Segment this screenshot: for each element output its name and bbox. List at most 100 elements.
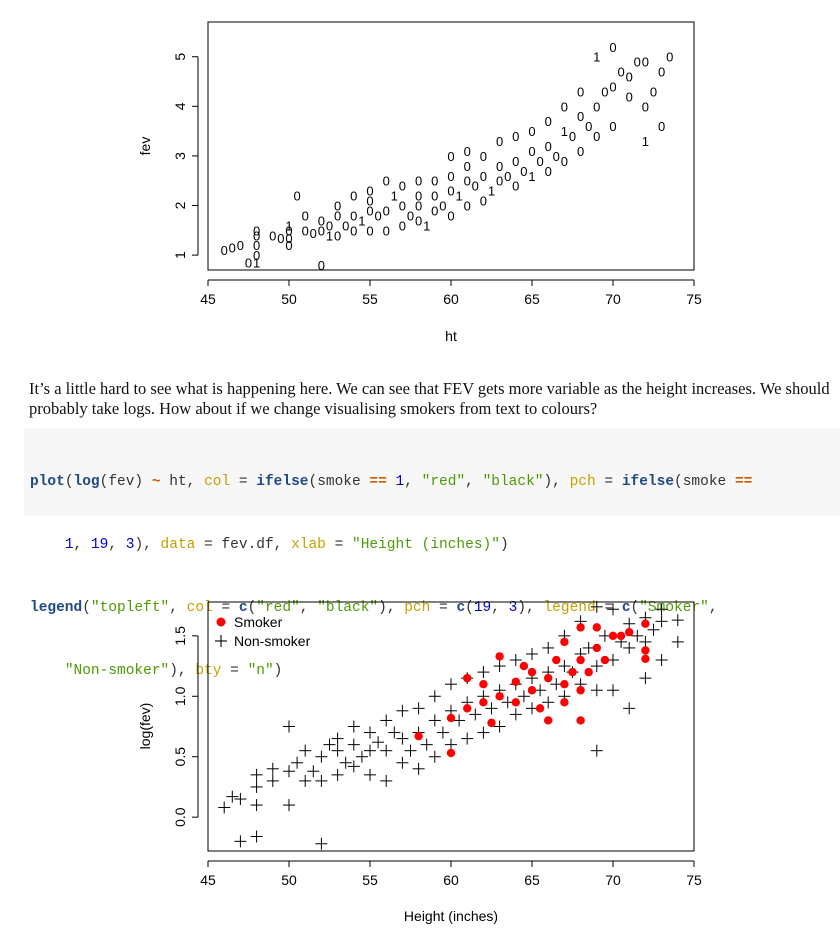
plot2-points bbox=[218, 600, 684, 850]
y-tick-label: 5 bbox=[172, 53, 188, 61]
smoker-point bbox=[544, 673, 553, 683]
point-marker: 1 bbox=[391, 189, 398, 204]
point-marker: 0 bbox=[504, 169, 511, 184]
point-marker: 1 bbox=[488, 184, 495, 199]
point-marker: 0 bbox=[642, 55, 649, 70]
point-marker: 0 bbox=[577, 109, 584, 124]
point-marker: 0 bbox=[383, 223, 390, 238]
non-smoker-point bbox=[347, 720, 360, 733]
legend-smoker-label: Smoker bbox=[234, 614, 283, 630]
smoker-point bbox=[641, 646, 650, 655]
non-smoker-point bbox=[307, 765, 320, 778]
non-smoker-point bbox=[315, 774, 328, 787]
point-marker: 0 bbox=[415, 174, 422, 189]
smoker-point bbox=[511, 677, 520, 686]
point-marker: 0 bbox=[496, 174, 503, 189]
x-tick-label: 45 bbox=[200, 872, 216, 888]
non-smoker-point bbox=[469, 708, 482, 721]
point-marker: 1 bbox=[423, 218, 430, 233]
point-marker: 0 bbox=[237, 238, 244, 253]
point-marker: 0 bbox=[617, 65, 624, 80]
y-tick-label: 0.0 bbox=[172, 807, 188, 827]
point-marker: 0 bbox=[609, 119, 616, 134]
plot1-y-axis: 1 2 3 4 5 bbox=[172, 53, 199, 259]
point-marker: 0 bbox=[472, 179, 479, 194]
y-tick-label: 1 bbox=[172, 251, 188, 259]
point-marker: 0 bbox=[366, 184, 373, 199]
non-smoker-point bbox=[420, 738, 433, 751]
point-marker: 0 bbox=[577, 144, 584, 159]
plot2-legend: Smoker Non-smoker bbox=[215, 614, 311, 649]
point-marker: 0 bbox=[415, 189, 422, 204]
non-smoker-point bbox=[315, 837, 328, 850]
point-marker: 1 bbox=[561, 124, 568, 139]
non-smoker-point bbox=[234, 835, 247, 848]
point-marker: 0 bbox=[545, 139, 552, 154]
point-marker: 0 bbox=[528, 144, 535, 159]
non-smoker-point bbox=[388, 726, 401, 739]
point-marker: 0 bbox=[626, 70, 633, 85]
point-marker: 0 bbox=[366, 223, 373, 238]
non-smoker-point bbox=[542, 696, 555, 709]
non-smoker-point bbox=[331, 744, 344, 757]
non-smoker-point bbox=[493, 660, 506, 673]
y-tick-label: 4 bbox=[172, 102, 188, 110]
point-marker: 0 bbox=[528, 124, 535, 139]
point-marker: 0 bbox=[593, 129, 600, 144]
non-smoker-point bbox=[436, 726, 449, 739]
smoker-point bbox=[600, 655, 610, 665]
non-smoker-point bbox=[542, 641, 555, 654]
smoker-point bbox=[527, 667, 537, 677]
smoker-point bbox=[479, 679, 488, 689]
smoker-point bbox=[592, 643, 601, 653]
plot2-x-label: Height (inches) bbox=[404, 908, 498, 924]
point-marker: 0 bbox=[310, 226, 317, 241]
non-smoker-point bbox=[250, 799, 263, 812]
x-tick-label: 55 bbox=[362, 291, 378, 307]
point-marker: 0 bbox=[480, 149, 487, 164]
smoker-point bbox=[479, 698, 488, 707]
non-smoker-point bbox=[331, 732, 344, 745]
non-smoker-point bbox=[396, 704, 409, 717]
non-smoker-point bbox=[477, 726, 490, 739]
non-smoker-point bbox=[477, 666, 490, 679]
code-line-1: plot(log(fev) ~ ht, col = ifelse(smoke =… bbox=[30, 474, 753, 490]
point-marker: 0 bbox=[302, 208, 309, 223]
non-smoker-point bbox=[412, 702, 425, 715]
r-code-chunk: plot(log(fev) ~ ht, col = ifelse(smoke =… bbox=[24, 428, 840, 679]
non-smoker-point bbox=[250, 780, 263, 793]
plot1-y-label: fev bbox=[137, 137, 153, 156]
non-smoker-point bbox=[671, 635, 684, 648]
point-marker: 0 bbox=[285, 223, 292, 238]
point-marker: 0 bbox=[626, 89, 633, 104]
point-marker: 0 bbox=[545, 164, 552, 179]
smoker-point bbox=[576, 716, 585, 725]
point-marker: 0 bbox=[269, 228, 276, 243]
non-smoker-point bbox=[493, 720, 506, 733]
smoker-point bbox=[446, 748, 456, 758]
non-smoker-point bbox=[509, 654, 522, 667]
smoker-point bbox=[463, 673, 472, 683]
non-smoker-point bbox=[339, 756, 352, 769]
non-smoker-point bbox=[364, 744, 376, 757]
point-marker: 0 bbox=[577, 84, 584, 99]
non-smoker-point bbox=[526, 647, 538, 660]
y-tick-label: 0.5 bbox=[172, 747, 188, 767]
non-smoker-point bbox=[445, 678, 457, 691]
non-smoker-point bbox=[396, 756, 409, 769]
non-smoker-point bbox=[315, 750, 328, 763]
point-marker: 0 bbox=[496, 134, 503, 149]
non-smoker-point bbox=[631, 629, 644, 642]
point-marker: 0 bbox=[609, 40, 616, 55]
plot1-x-axis: 45 50 55 60 65 70 75 bbox=[200, 279, 702, 307]
non-smoker-point bbox=[364, 726, 376, 739]
smoker-point bbox=[487, 718, 496, 728]
non-smoker-point bbox=[347, 738, 360, 751]
non-smoker-point bbox=[396, 732, 409, 745]
point-marker: 0 bbox=[593, 99, 600, 114]
point-marker: 0 bbox=[221, 243, 228, 258]
point-marker: 0 bbox=[383, 174, 390, 189]
x-tick-label: 75 bbox=[686, 872, 702, 888]
point-marker: 0 bbox=[253, 248, 260, 263]
point-marker: 0 bbox=[609, 79, 616, 94]
